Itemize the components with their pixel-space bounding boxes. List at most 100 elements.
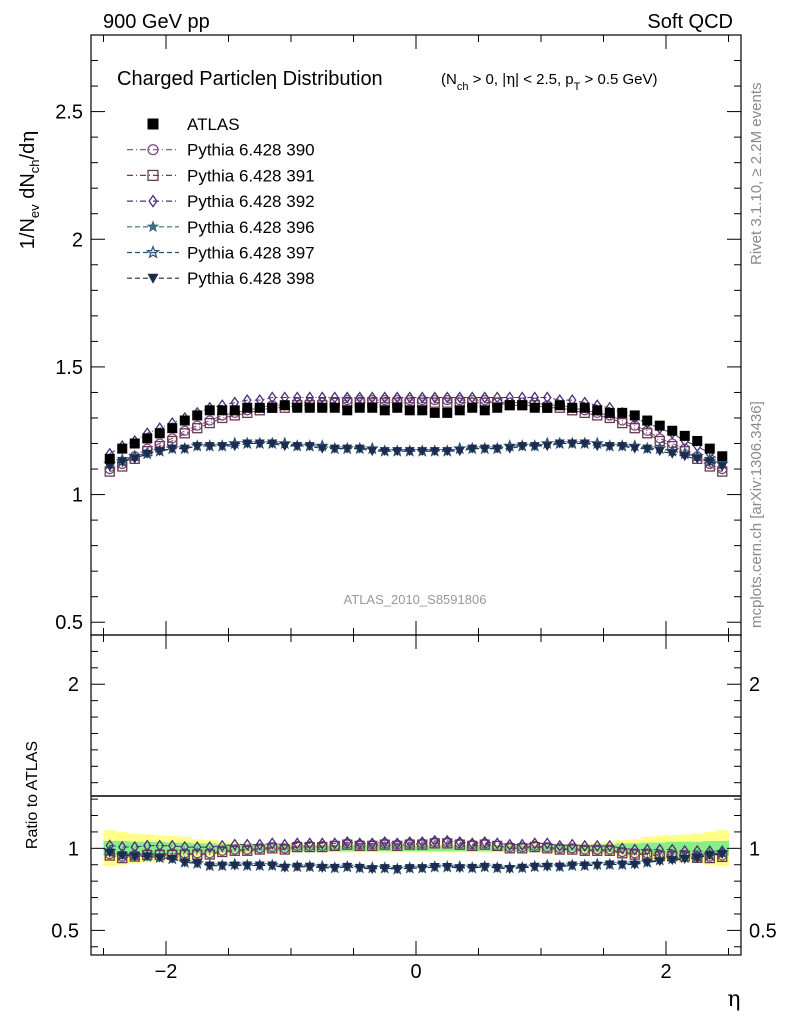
ratio-5-point [554, 862, 565, 872]
ratio-band-inner [653, 842, 667, 855]
ratio-panel: −2 0 2 0.5 0.5 1 1 2 2 [51, 634, 777, 983]
ratio-2-point [567, 838, 577, 851]
ratio-1-point [229, 845, 240, 856]
ratio-1-point [254, 844, 265, 855]
ratio-2-point [505, 838, 515, 851]
rivet-info: Rivet 3.1.10, ≥ 2.2M events [748, 83, 765, 266]
atlas-data-point [554, 400, 565, 411]
atlas-data-point [404, 405, 415, 416]
ratio-2-point [580, 839, 590, 853]
legend-marker [147, 144, 159, 156]
atlas-data-point [267, 402, 278, 413]
ratio-5-point [442, 862, 453, 872]
ratio-band-inner [603, 844, 617, 853]
atlas-data-point [379, 405, 390, 416]
series-5-point [342, 444, 353, 454]
analysis-watermark: ATLAS_2010_S8591806 [344, 592, 487, 607]
legend-label: Pythia 6.428 396 [187, 218, 315, 237]
series-5-point [129, 454, 140, 464]
x-tick-label: 2 [660, 961, 671, 983]
ratio-1-point [342, 839, 353, 850]
ratio-5-point [692, 853, 703, 863]
series-5-point [304, 442, 315, 452]
header-right: Soft QCD [647, 11, 733, 33]
series-5-point [379, 447, 390, 457]
atlas-data-point [329, 402, 340, 413]
series-2-point [480, 391, 490, 404]
ratio-2-point [467, 837, 477, 850]
series-5-point [504, 444, 515, 454]
ratio-1-point [367, 840, 378, 852]
atlas-data-point [629, 410, 640, 421]
atlas-data-point [429, 407, 440, 418]
atlas-data-point [317, 402, 328, 413]
ratio-5-point [279, 863, 290, 873]
atlas-data-point [617, 407, 628, 418]
series-5-point [242, 439, 253, 449]
ratio-1-point [467, 840, 478, 852]
series-2-point [430, 391, 440, 404]
series-5-point [542, 442, 553, 452]
series-1-point [192, 423, 203, 434]
ratio-5-point [429, 862, 440, 872]
ratio-2-point [605, 839, 615, 852]
series-2-point [417, 391, 427, 404]
ratio-1-point [217, 846, 228, 858]
atlas-data-point [442, 407, 453, 418]
ratio-5-point [229, 861, 240, 871]
mcplots-credit: mcplots.cern.ch [arXiv:1306.3436] [748, 401, 765, 628]
ratio-5-point [329, 863, 340, 873]
ratio-5-point [642, 858, 653, 868]
ratio-5-point [154, 853, 165, 863]
series-1-point [179, 428, 190, 439]
series-5-point [454, 447, 465, 457]
ratio-2-point [217, 839, 227, 852]
series-5-point [442, 447, 453, 457]
series-5-point [167, 444, 178, 454]
series-1-point [204, 417, 215, 429]
ratio-y-tick-label: 1 [68, 838, 79, 860]
ratio-1-point [354, 840, 365, 852]
ratio-5-point [492, 863, 503, 873]
series-5-point [592, 442, 603, 452]
main-panel: 0.5 1 1.5 2 2.5 ATLAS_2010_S8591806 [55, 34, 742, 636]
ratio-5-point [204, 861, 215, 871]
ratio-2-point [517, 838, 527, 851]
atlas-data-point [229, 405, 240, 416]
legend-label: Pythia 6.428 398 [187, 269, 315, 288]
series-5-point [417, 447, 428, 457]
atlas-data-point [667, 425, 678, 436]
ratio-y-tick-label-right: 0.5 [749, 920, 777, 942]
ratio-5-point [517, 863, 528, 873]
atlas-data-point [704, 443, 715, 454]
atlas-data-point [692, 435, 703, 446]
ratio-5-point [242, 861, 253, 871]
series-5-point [467, 444, 478, 454]
ratio-1-point [529, 841, 540, 853]
legend: ATLAS Pythia 6.428 390 Pythia 6.428 391 Pyt… [127, 115, 315, 288]
series-1-point [429, 397, 440, 408]
series-0-point [179, 425, 190, 436]
ratio-2-point [442, 834, 452, 848]
atlas-data-point [167, 423, 178, 434]
ratio-1-point [317, 841, 328, 853]
ratio-1-point [517, 843, 528, 854]
series-5-point [617, 442, 628, 452]
series-5-point [629, 444, 640, 454]
ratio-5-point [467, 863, 478, 873]
series-5-point [217, 442, 228, 452]
ratio-5-point [504, 864, 515, 874]
ratio-2-point [542, 837, 552, 850]
atlas-data-point [417, 405, 428, 416]
ratio-1-point [379, 839, 390, 850]
ratio-2-point [617, 842, 627, 855]
atlas-data-point [567, 402, 578, 413]
series-1-point [442, 397, 453, 408]
ratio-5-point [604, 860, 615, 870]
series-5-point [642, 444, 653, 454]
series-5-point [204, 442, 215, 452]
series-2-point [492, 391, 502, 404]
atlas-data-point [142, 433, 153, 444]
ratio-5-point [317, 863, 328, 873]
series-0-point [654, 433, 665, 444]
